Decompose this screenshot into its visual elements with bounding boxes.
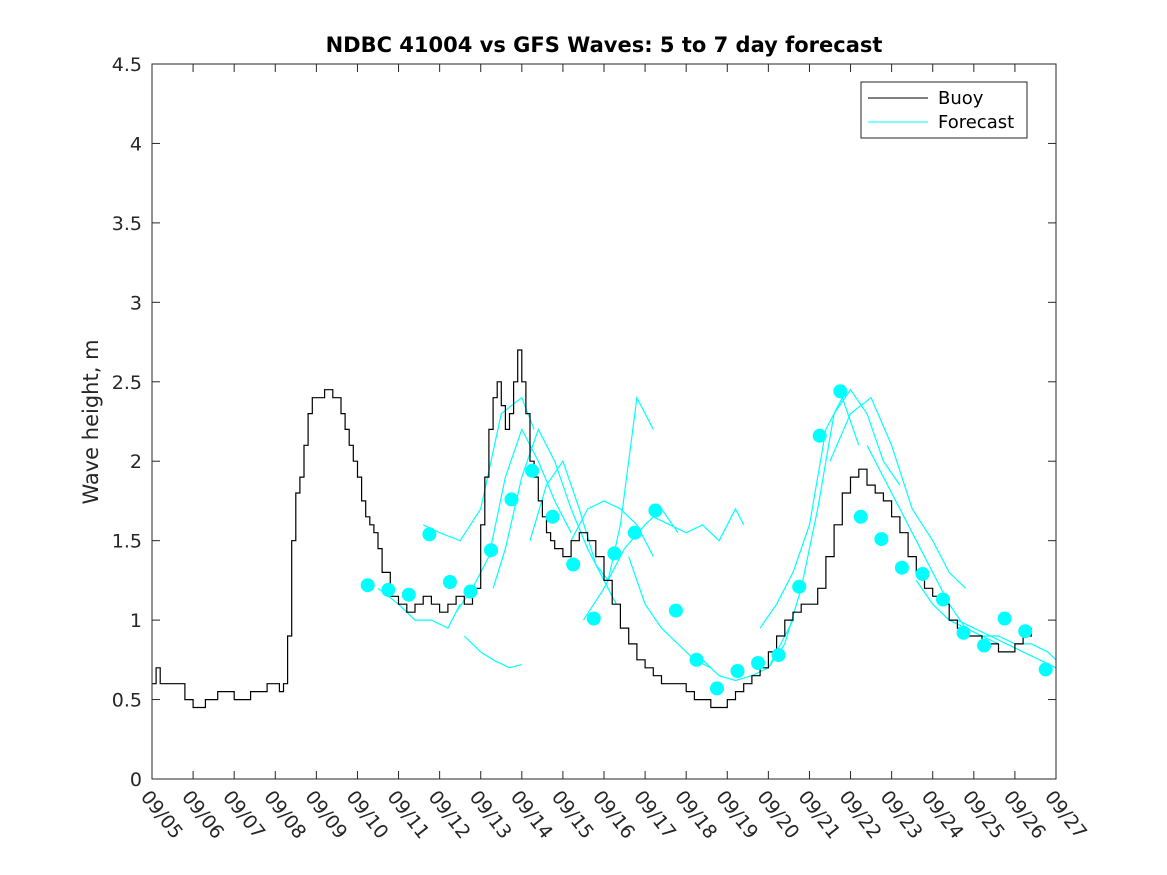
y-tick-labels: 0 0.5 1 1.5 2 2.5 3 3.5 4 4.5 [112,54,142,791]
forecast-point [668,603,683,618]
forecast-point [710,681,724,696]
y-axis-label: Wave height, m [79,339,103,504]
forecast-point [812,428,827,443]
forecast-point [422,527,437,542]
buoy-line [152,349,1032,709]
chart-title: NDBC 41004 vs GFS Waves: 5 to 7 day fore… [326,33,883,57]
y-tick-label: 2 [130,451,142,473]
forecast-point [586,611,601,626]
forecast-point [956,625,971,640]
forecast-line [767,388,901,669]
plot-area [152,64,1056,779]
y-tick-label: 1.5 [112,531,142,553]
y-tick-label: 0.5 [112,690,142,712]
forecast-point [689,652,704,667]
forecast-point [442,575,457,589]
forecast-line [463,635,522,669]
axes-box [151,63,1057,780]
forecast-point [381,582,396,597]
forecast-point [915,567,930,581]
forecast-point [730,664,745,678]
y-tick-label: 4.5 [112,54,142,76]
forecast-point [525,463,540,478]
forecast-point [771,648,786,663]
forecast-point [360,578,375,593]
forecast-line [829,396,967,589]
forecast-point [833,384,848,399]
forecast-point [484,543,498,558]
forecast-point [792,579,807,594]
forecast-point [648,503,663,518]
forecast-point [997,611,1012,626]
forecast-point [853,509,868,524]
legend: Buoy Forecast [860,81,1028,139]
forecast-point [627,525,642,540]
forecast-line [492,427,617,605]
legend-forecast-label: Forecast [938,112,1014,133]
forecast-point [936,592,950,607]
forecast-point [566,557,581,572]
y-tick-label: 3.5 [112,213,142,235]
forecast-point [977,638,992,653]
y-tick-label: 1 [130,610,142,632]
legend-buoy-label: Buoy [938,88,984,109]
forecast-line [377,587,461,629]
forecast-point [1018,624,1033,639]
forecast-point [401,587,416,602]
forecast-point [1038,662,1053,677]
forecast-point [545,509,560,524]
forecast-line [957,619,1057,669]
legend-box [860,81,1028,139]
forecast-line [653,507,745,542]
y-tick-label: 2.5 [112,372,142,394]
forecast-point [463,584,478,599]
y-tick-label: 0 [130,769,142,791]
forecast-point [504,492,519,507]
plot-series [152,349,1057,709]
y-tick-label: 3 [130,292,142,314]
forecast-point [607,546,622,561]
forecast-point [874,532,889,547]
forecast-point [751,656,766,670]
forecast-point [894,560,909,575]
forecast-line [529,395,654,582]
forecast-line [455,427,572,613]
forecast-line [422,396,535,542]
y-tick-label: 4 [130,133,142,155]
